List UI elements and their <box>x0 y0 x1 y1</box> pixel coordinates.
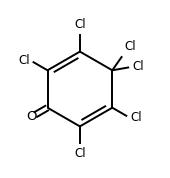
Text: Cl: Cl <box>18 54 30 67</box>
Text: O: O <box>27 110 37 123</box>
Text: Cl: Cl <box>124 40 136 53</box>
Text: Cl: Cl <box>74 18 86 31</box>
Text: Cl: Cl <box>74 147 86 160</box>
Text: Cl: Cl <box>130 111 142 124</box>
Text: Cl: Cl <box>133 60 144 73</box>
